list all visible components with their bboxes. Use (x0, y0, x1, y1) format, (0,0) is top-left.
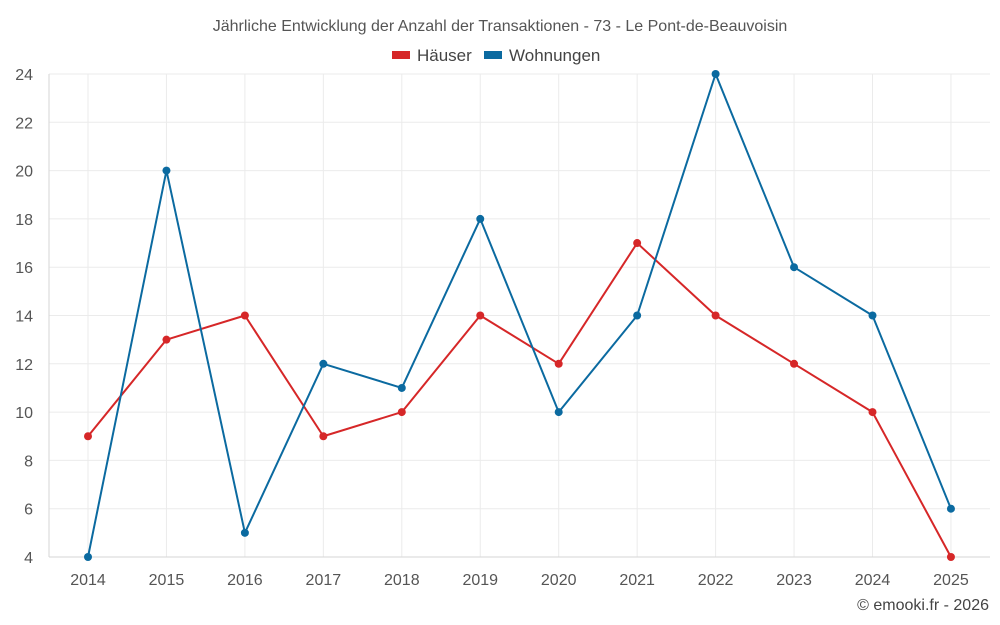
data-point-wohnungen[interactable] (946, 504, 955, 513)
data-point-haeuser[interactable] (476, 311, 485, 320)
data-point-wohnungen[interactable] (554, 408, 563, 417)
data-point-wohnungen[interactable] (162, 166, 171, 175)
x-axis: 2014 2015 2016 2017 2018 2019 2020 2021 2022 2023… (49, 556, 990, 589)
data-point-wohnungen[interactable] (633, 311, 642, 320)
x-tick-label: 2022 (698, 572, 734, 589)
data-point-haeuser[interactable] (554, 359, 563, 368)
legend-swatch-haeuser (392, 51, 410, 59)
x-tick-label: 2024 (855, 572, 891, 589)
chart-title: Jährliche Entwicklung der Anzahl der Tra… (213, 18, 788, 35)
data-point-haeuser[interactable] (868, 408, 877, 417)
data-point-haeuser[interactable] (633, 239, 642, 248)
y-tick-label: 22 (15, 115, 33, 132)
y-tick-label: 20 (15, 164, 33, 181)
y-tick-label: 16 (15, 260, 33, 277)
data-point-wohnungen[interactable] (868, 311, 877, 320)
y-tick-label: 14 (15, 309, 33, 326)
data-point-wohnungen[interactable] (84, 553, 92, 561)
series-line-wohnungen (87, 73, 952, 558)
legend-label-haeuser: Häuser (417, 46, 472, 65)
x-tick-label: 2019 (462, 572, 498, 589)
y-tick-label: 18 (15, 212, 33, 229)
data-point-haeuser[interactable] (711, 311, 720, 320)
x-tick-label: 2016 (227, 572, 263, 589)
credit-text: © emooki.fr - 2026 (857, 597, 989, 614)
legend-swatch-wohnungen (484, 51, 502, 59)
data-point-wohnungen[interactable] (240, 528, 249, 537)
y-tick-label: 10 (15, 405, 33, 422)
y-tick-label: 6 (24, 502, 33, 519)
data-point-wohnungen[interactable] (790, 263, 799, 272)
y-tick-label: 4 (24, 550, 33, 567)
data-point-haeuser[interactable] (790, 359, 799, 368)
y-axis: 4 6 8 10 12 14 16 18 20 22 24 (15, 67, 50, 567)
x-tick-label: 2015 (149, 572, 185, 589)
x-tick-label: 2023 (776, 572, 812, 589)
data-point-haeuser[interactable] (84, 432, 92, 441)
y-tick-label: 8 (24, 453, 33, 470)
x-tick-label: 2021 (619, 572, 655, 589)
data-point-haeuser[interactable] (240, 311, 249, 320)
x-tick-label: 2014 (70, 572, 106, 589)
legend: Häuser Wohnungen (392, 46, 600, 65)
data-point-haeuser[interactable] (319, 432, 328, 441)
data-point-haeuser[interactable] (162, 335, 171, 344)
data-point-wohnungen[interactable] (476, 214, 485, 223)
x-tick-label: 2018 (384, 572, 420, 589)
x-tick-label: 2025 (933, 572, 969, 589)
data-point-wohnungen[interactable] (319, 359, 328, 368)
x-tick-label: 2020 (541, 572, 577, 589)
x-tick-label: 2017 (306, 572, 342, 589)
data-point-haeuser[interactable] (397, 408, 406, 417)
series-line-haeuser (87, 242, 952, 558)
data-point-wohnungen[interactable] (397, 383, 406, 392)
data-point-haeuser[interactable] (946, 553, 955, 561)
y-tick-label: 12 (15, 357, 33, 374)
y-tick-label: 24 (15, 67, 33, 84)
data-point-wohnungen[interactable] (711, 70, 720, 78)
legend-label-wohnungen: Wohnungen (509, 46, 600, 65)
series (84, 70, 955, 561)
